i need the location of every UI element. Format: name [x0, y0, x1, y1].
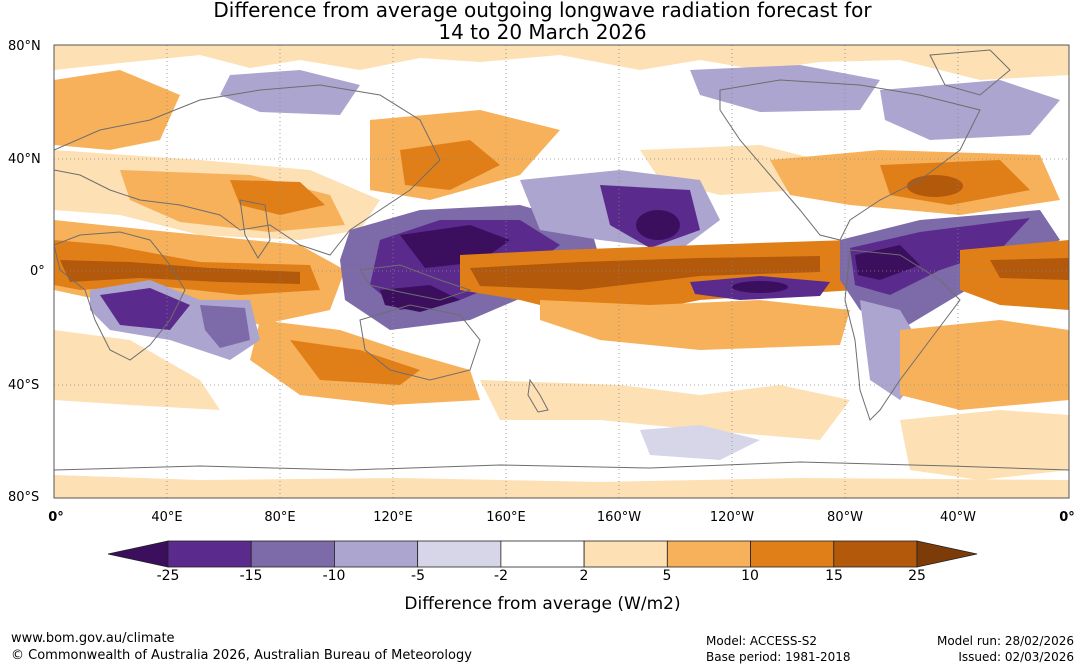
anomaly-region: [100, 288, 190, 330]
anomaly-region: [640, 425, 760, 460]
coastline-south-america: [844, 249, 961, 421]
anomaly-region: [732, 281, 788, 293]
colorbar-segment: [583, 540, 668, 568]
lon-label: 120°W: [709, 510, 755, 525]
anomaly-region: [54, 45, 1069, 80]
anomaly-region: [855, 245, 920, 280]
colorbar-segment: [167, 540, 252, 568]
lon-label: 160°E: [486, 510, 526, 525]
lon-label: 80°W: [827, 510, 863, 525]
lat-label: 80°N: [8, 39, 41, 54]
colorbar-tick: -2: [494, 568, 508, 584]
lon-label: 40°E: [151, 510, 183, 525]
anomaly-region: [470, 256, 820, 290]
colorbar-tick: 2: [579, 568, 589, 584]
anomaly-region: [900, 410, 1069, 480]
coastline-north-america: [719, 79, 981, 241]
anomaly-region: [290, 340, 420, 385]
colorbar-segment: [250, 540, 335, 568]
coastline-india: [239, 199, 271, 259]
map-frame: [53, 44, 1070, 499]
footer-website: www.bom.gov.au/climate: [11, 631, 175, 646]
footer-model: Model: ACCESS-S2: [706, 634, 818, 648]
coastline-maritime: [359, 264, 472, 301]
colorbar-segment: [334, 540, 419, 568]
colorbar-segment: [666, 540, 751, 568]
colorbar-segment: [916, 540, 978, 568]
footer-base-period: Base period: 1981-2018: [706, 650, 851, 664]
anomaly-region: [400, 140, 500, 190]
lon-label: 0°: [1059, 510, 1075, 525]
anomaly-region: [907, 175, 963, 197]
chart-title-line1: Difference from average outgoing longwav…: [213, 0, 872, 22]
anomaly-region: [636, 210, 680, 240]
anomaly-region: [230, 180, 325, 215]
lat-label: 0°: [30, 264, 45, 279]
lat-label: 40°S: [8, 378, 40, 393]
anomaly-region: [990, 258, 1069, 280]
colorbar-segment: [417, 540, 502, 568]
colorbar-label: Difference from average (W/m2): [404, 594, 681, 614]
anomaly-region: [480, 380, 850, 440]
coastline-antarctica: [54, 461, 1069, 471]
colorbar-segment: [750, 540, 835, 568]
colorbar-tick: -25: [156, 568, 180, 584]
colorbar-segment: [833, 540, 918, 568]
colorbar-tick: 25: [908, 568, 926, 584]
lat-label: 80°S: [8, 490, 40, 505]
lon-label: 0°: [48, 510, 64, 525]
anomaly-region: [54, 70, 180, 150]
lon-label: 160°W: [596, 510, 642, 525]
anomaly-field: [54, 45, 1069, 498]
coastline-africa: [54, 231, 186, 361]
lon-label: 80°E: [264, 510, 296, 525]
colorbar-tick: -10: [322, 568, 346, 584]
footer-issued: Issued: 02/03/2026: [958, 650, 1074, 664]
chart-title-line2: 14 to 20 March 2026: [438, 20, 647, 44]
colorbar-tick: 10: [741, 568, 759, 584]
lat-label: 40°N: [8, 152, 41, 167]
colorbar-tick: -15: [239, 568, 263, 584]
anomaly-region: [54, 330, 220, 410]
anomaly-region: [900, 320, 1069, 410]
anomaly-region: [200, 305, 250, 348]
colorbar-segment: [500, 540, 585, 568]
anomaly-region: [220, 70, 360, 115]
anomaly-region: [850, 218, 1030, 295]
colorbar-tick: -5: [411, 568, 425, 584]
anomaly-region: [880, 80, 1060, 140]
anomaly-region: [540, 300, 850, 350]
anomaly-region: [690, 65, 880, 112]
footer-copyright: © Commonwealth of Australia 2026, Austra…: [11, 648, 472, 663]
anomaly-region: [60, 260, 300, 284]
colorbar-tick: 15: [825, 568, 843, 584]
coastline-nz: [527, 378, 549, 413]
colorbar-tick: 5: [662, 568, 672, 584]
colorbar-segment: [107, 540, 169, 568]
coastline-australia: [359, 304, 481, 381]
anomaly-region: [54, 475, 1069, 498]
coastlines: [54, 49, 1069, 471]
footer-model-run: Model run: 28/02/2026: [936, 634, 1074, 648]
coastline-greenland: [929, 49, 1011, 96]
coastline-eurasia: [54, 84, 441, 256]
lon-label: 120°E: [373, 510, 413, 525]
colorbar: [107, 540, 978, 568]
lon-label: 40°W: [940, 510, 976, 525]
